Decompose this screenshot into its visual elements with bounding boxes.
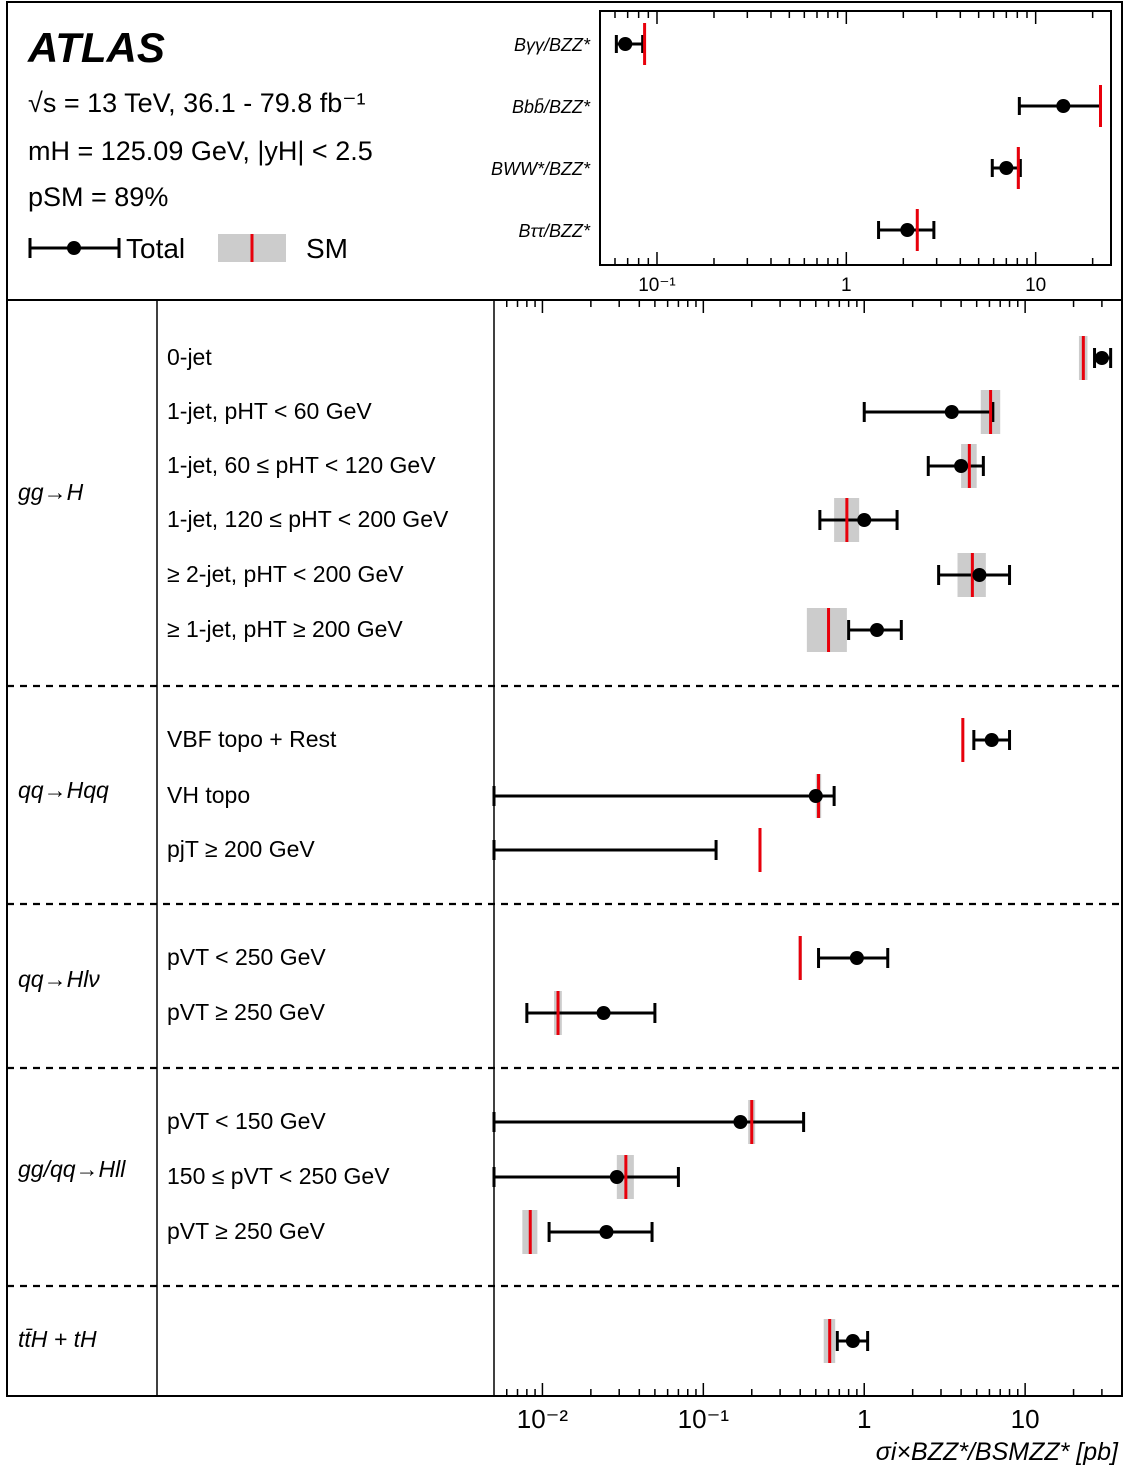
- bin-label: ≥ 1-jet, pHT ≥ 200 GeV: [167, 616, 403, 642]
- process-group-label: qq→Hqq: [18, 777, 109, 803]
- bin-labels: 0-jet 1-jet, pHT < 60 GeV 1-jet, 60 ≤ pHT …: [167, 344, 449, 1244]
- bin-label: 150 ≤ pVT < 250 GeV: [167, 1163, 390, 1189]
- main-table-frame: [6, 299, 1123, 1397]
- data-point: [999, 161, 1014, 175]
- bin-label: ≥ 2-jet, pHT < 200 GeV: [167, 561, 404, 587]
- main-tick-label: 10⁻²: [517, 1404, 569, 1434]
- process-group-labels: gg→H qq→Hqq qq→Hlν gg/qq→Hll tt̄H + tH: [18, 479, 126, 1352]
- bin-label: 1-jet, 60 ≤ pHT < 120 GeV: [167, 452, 436, 478]
- bin-label: pjT ≥ 200 GeV: [167, 836, 315, 862]
- data-point: [596, 1006, 611, 1020]
- br-row-label: Bγγ/BZZ*: [514, 35, 591, 55]
- br-axis-ticks: [614, 11, 1094, 265]
- mass-rapidity-label: mH = 125.09 GeV, |yH| < 2.5: [28, 136, 373, 166]
- main-tick-label: 1: [857, 1404, 871, 1434]
- data-point: [849, 951, 864, 965]
- bin-label: 0-jet: [167, 344, 212, 370]
- br-row-label: Bττ/BZZ*: [519, 221, 591, 241]
- process-group-label: gg→H: [18, 479, 84, 505]
- data-point: [944, 405, 959, 419]
- bin-label: pVT ≥ 250 GeV: [167, 999, 326, 1025]
- legend-sm-symbol: [218, 234, 286, 262]
- data-point: [857, 513, 872, 527]
- legend-block: ATLAS √s = 13 TeV, 36.1 - 79.8 fb⁻¹ mH =…: [27, 24, 373, 264]
- br-row-label: BWW*/BZZ*: [491, 159, 591, 179]
- br-tick-labels: 10⁻¹ 1 10: [638, 275, 1046, 296]
- data-point: [900, 223, 915, 237]
- br-ratio-panel: Bγγ/BZZ*Bbb̄/BZZ*BWW*/BZZ*Bττ/BZZ* 10⁻¹ 1…: [491, 10, 1112, 296]
- br-tick-label: 1: [841, 275, 852, 296]
- br-row-labels: Bγγ/BZZ* Bbb̄/BZZ* BWW*/BZZ* Bττ/BZZ*: [491, 35, 591, 241]
- br-tick-label: 10: [1025, 275, 1046, 296]
- bin-label: VBF topo + Rest: [167, 726, 337, 752]
- main-tick-labels: 10⁻² 10⁻¹ 1 10: [517, 1404, 1040, 1434]
- data-point: [733, 1115, 748, 1129]
- bin-label: VH topo: [167, 782, 250, 808]
- br-panel-frame: [599, 10, 1112, 266]
- br-row-label: Bbb̄/BZZ*: [512, 97, 591, 117]
- main-marks: [492, 336, 1113, 1363]
- data-point: [1094, 351, 1109, 365]
- process-group-label: qq→Hlν: [18, 966, 100, 992]
- energy-lumi-label: √s = 13 TeV, 36.1 - 79.8 fb⁻¹: [28, 88, 366, 118]
- bin-label: 1-jet, pHT < 60 GeV: [167, 398, 372, 424]
- main-table: gg→H qq→Hqq qq→Hlν gg/qq→Hll tt̄H + tH 0-jet…: [6, 299, 1123, 1466]
- sm-band: [806, 608, 847, 652]
- data-point: [972, 568, 987, 582]
- process-group-label: tt̄H + tH: [18, 1326, 97, 1352]
- bin-label: pVT < 150 GeV: [167, 1108, 326, 1134]
- bin-label: 1-jet, 120 ≤ pHT < 200 GeV: [167, 506, 449, 532]
- br-marks: [614, 23, 1102, 251]
- legend-total-label: Total: [126, 233, 185, 264]
- process-group-label: gg/qq→Hll: [18, 1156, 126, 1182]
- x-axis-label: σi×BZZ*/BSMZZ* [pb]: [876, 1438, 1119, 1466]
- data-point: [599, 1225, 614, 1239]
- data-point: [869, 623, 884, 637]
- main-axis-ticks: [505, 300, 1103, 1396]
- data-point: [609, 1170, 624, 1184]
- data-point: [808, 789, 823, 803]
- data-point: [954, 459, 969, 473]
- legend-sm-label: SM: [306, 233, 348, 264]
- data-point: [1056, 99, 1071, 113]
- bin-label: pVT ≥ 250 GeV: [167, 1218, 326, 1244]
- data-point: [618, 37, 633, 51]
- data-point: [984, 733, 999, 747]
- bin-label: pVT < 250 GeV: [167, 944, 326, 970]
- main-tick-label: 10: [1011, 1404, 1040, 1434]
- data-point: [845, 1334, 860, 1348]
- br-tick-label: 10⁻¹: [638, 275, 676, 296]
- atlas-title: ATLAS: [27, 24, 165, 71]
- legend-total-symbol: [28, 238, 121, 258]
- p-sm-label: pSM = 89%: [28, 182, 168, 212]
- main-tick-label: 10⁻¹: [678, 1404, 730, 1434]
